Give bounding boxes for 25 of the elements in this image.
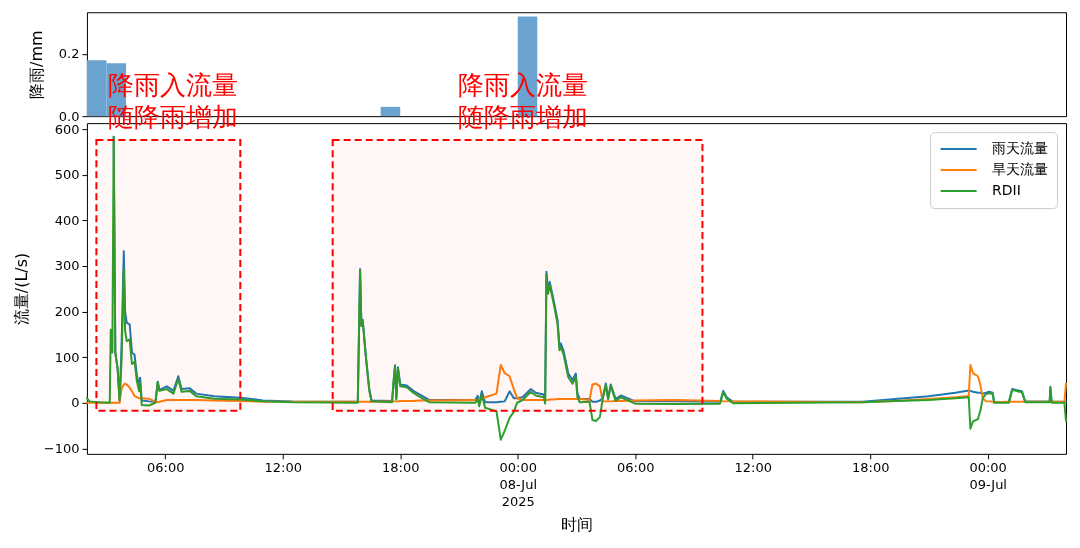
y-axis-title: 降雨/mm: [26, 30, 46, 99]
x-tick-label: 06:00: [147, 460, 185, 476]
x-tick-label: 18:00: [852, 460, 890, 476]
y-tick-label: 0.0: [58, 108, 80, 124]
bar: [380, 106, 401, 117]
x-tick-label: 06:00: [617, 460, 655, 476]
x-tick-label: 00:00 09-Jul: [969, 460, 1007, 493]
y-tick-label: −100: [43, 440, 80, 456]
y-tick-label: 100: [54, 349, 80, 365]
x-tick-label: 18:00: [382, 460, 420, 476]
x-tick-label: 12:00: [734, 460, 772, 476]
y-tick-label: 0: [71, 395, 80, 411]
y-tick-label: 600: [54, 121, 80, 137]
x-tick-label: 12:00: [264, 460, 302, 476]
y-axis-title: 流量/(L/s): [11, 252, 31, 326]
x-tick-label: 00:00 08-Jul 2025: [499, 460, 537, 510]
y-tick-label: 200: [54, 304, 80, 320]
legend-label: RDII: [992, 182, 1021, 199]
legend-label: 雨天流量: [992, 140, 1049, 157]
y-tick-label: 500: [54, 167, 80, 183]
legend-label: 旱天流量: [992, 161, 1049, 178]
x-axis-title: 时间: [560, 515, 593, 535]
y-tick-label: 0.2: [58, 46, 80, 62]
y-tick-label: 300: [54, 258, 80, 274]
y-tick-label: 400: [54, 212, 80, 228]
